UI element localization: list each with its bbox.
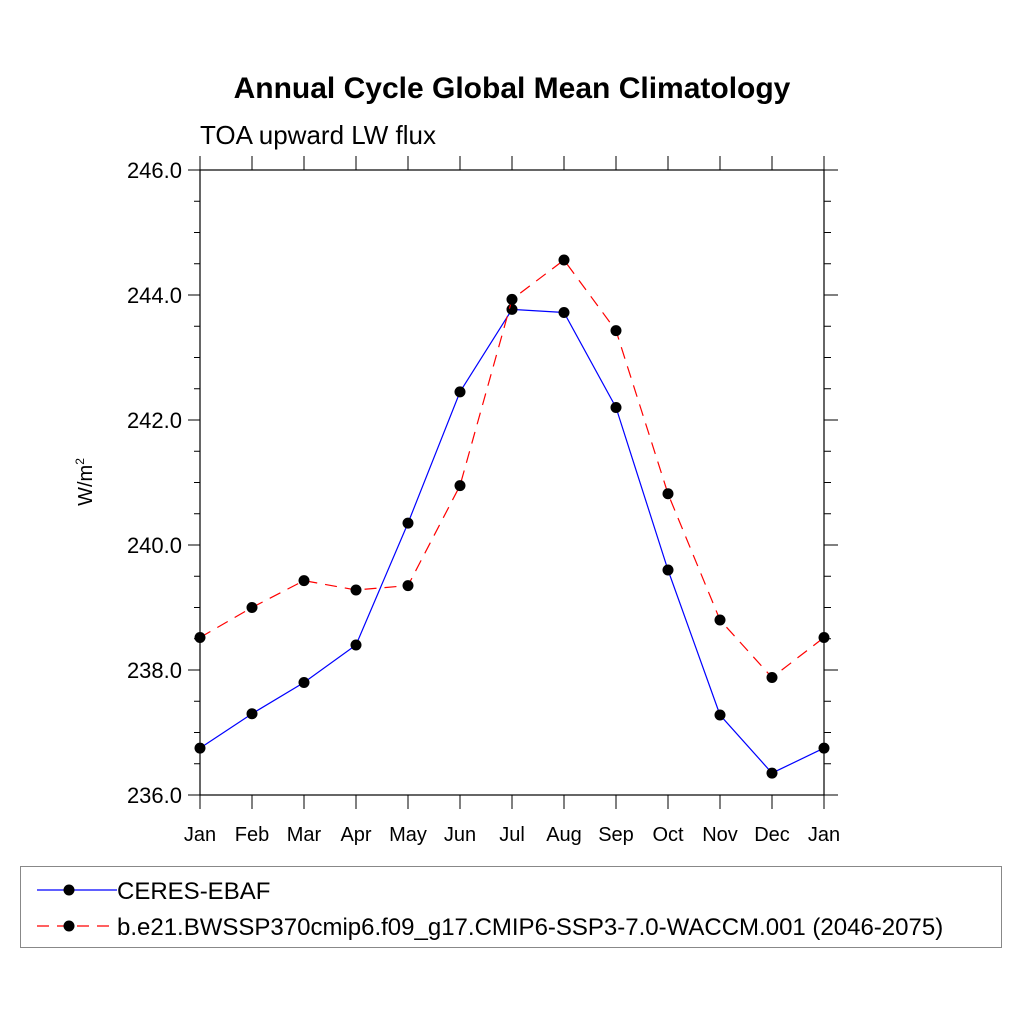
series-line: [199, 259, 825, 679]
data-point: [350, 584, 362, 596]
x-tick-label: Jun: [444, 824, 476, 846]
x-tick-label: Mar: [287, 824, 322, 846]
data-point: [714, 709, 726, 721]
data-point: [246, 602, 258, 613]
data-point: [662, 488, 674, 500]
series-line: [199, 308, 825, 774]
legend-label-model: b.e21.BWSSP370cmip6.f09_g17.CMIP6-SSP3-7…: [117, 914, 944, 941]
legend-swatch-model: [37, 920, 117, 932]
y-axis-label-text: W/m: [75, 465, 97, 506]
legend-swatch-ceres: [37, 884, 117, 896]
y-axis-label: W/m2: [73, 458, 97, 506]
data-point: [558, 307, 570, 318]
data-point: [454, 480, 466, 492]
data-point: [818, 632, 830, 643]
x-tick-label: Jan: [808, 824, 840, 846]
data-point: [558, 254, 570, 266]
chart-title: Annual Cycle Global Mean Climatology: [234, 72, 791, 105]
data-point: [298, 677, 310, 688]
data-point: [402, 580, 414, 592]
legend-item-model: b.e21.BWSSP370cmip6.f09_g17.CMIP6-SSP3-7…: [21, 912, 1001, 942]
series-0: [194, 303, 830, 779]
data-point: [610, 402, 622, 413]
data-point: [714, 614, 726, 626]
y-axis-label-superscript: 2: [73, 458, 87, 465]
x-tick-label: Oct: [652, 824, 684, 846]
ticks-layer: 236.0 238.0 240.0 242.0 244.0 246.0 Jan Feb Mar A…: [127, 156, 840, 846]
y-tick-label: 236.0: [127, 783, 182, 808]
data-point: [402, 517, 414, 529]
y-tick-label: 240.0: [127, 533, 182, 558]
series-1: [194, 254, 830, 683]
legend: CERES-EBAF b.e21.BWSSP370cmip6.f09_g17.C…: [20, 866, 1002, 948]
x-tick-label: Aug: [546, 824, 582, 846]
y-tick-label: 244.0: [127, 283, 182, 308]
data-point: [662, 564, 674, 576]
x-tick-label: Feb: [235, 824, 269, 846]
data-point: [506, 293, 518, 305]
legend-item-ceres: CERES-EBAF: [21, 876, 1001, 906]
data-point: [818, 742, 830, 754]
plot-frame: [199, 169, 825, 796]
x-tick-label: Jan: [184, 824, 216, 846]
y-tick-label: 242.0: [127, 408, 182, 433]
y-tick-label: 238.0: [127, 658, 182, 683]
x-tick-label: Jul: [499, 824, 525, 846]
chart-subtitle: TOA upward LW flux: [200, 120, 436, 150]
data-point: [610, 325, 622, 337]
series-layer: [194, 254, 830, 779]
data-point: [766, 672, 778, 683]
svg-text:W/m2: W/m2: [73, 458, 97, 506]
y-tick-label: 246.0: [127, 158, 182, 183]
x-tick-label: Dec: [754, 824, 790, 846]
data-point: [454, 386, 466, 398]
data-point: [194, 632, 206, 643]
data-point: [298, 575, 310, 587]
data-point: [350, 639, 362, 651]
data-point: [506, 303, 518, 315]
x-tick-label: May: [389, 824, 427, 846]
data-point: [194, 742, 206, 754]
x-tick-label: Nov: [702, 824, 738, 846]
legend-label-ceres: CERES-EBAF: [117, 878, 271, 905]
x-tick-label: Sep: [598, 824, 634, 846]
x-tick-label: Apr: [340, 824, 371, 846]
data-point: [246, 708, 258, 720]
data-point: [766, 767, 778, 779]
